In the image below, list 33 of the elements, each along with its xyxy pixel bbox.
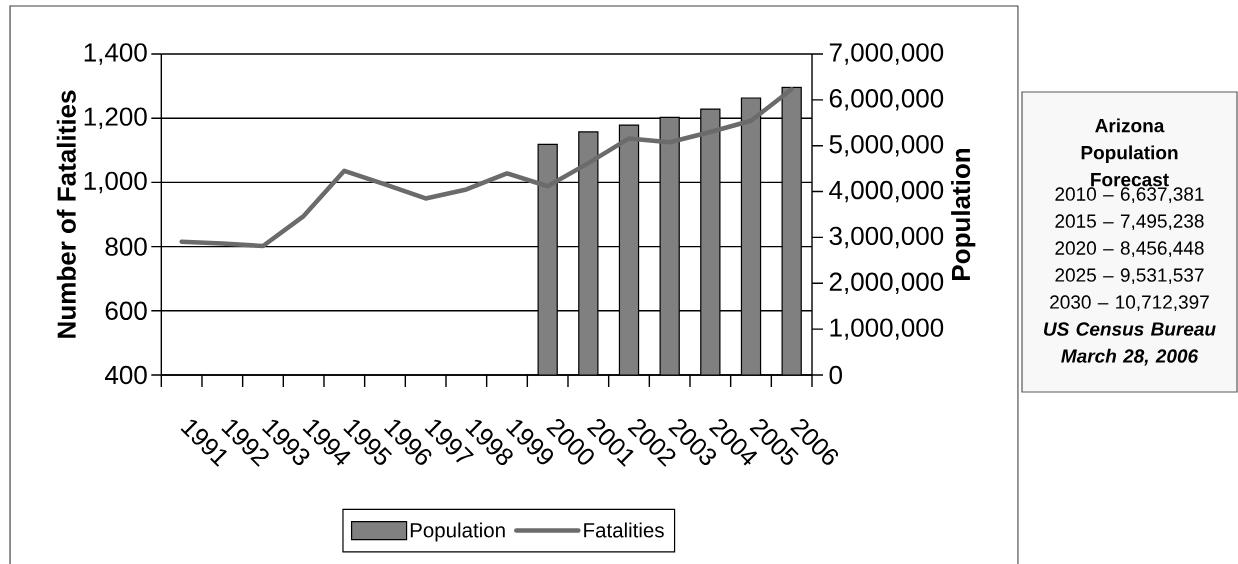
y-tick-label: 800 <box>105 237 147 256</box>
y-tick-label: 1,000 <box>84 171 147 194</box>
y2-tick-label: 3,000,000 <box>829 226 944 249</box>
bar <box>578 131 599 375</box>
legend-label: Population <box>410 522 505 542</box>
text: US Census Bureau March 28, 2006 <box>1044 322 1216 366</box>
legend-label: Fatalities <box>584 522 664 538</box>
bar <box>537 143 558 375</box>
text: 2010 – 6,637,381 <box>1055 187 1204 204</box>
text: 2025 – 9,531,537 <box>1055 268 1204 285</box>
y2-tick-label: 5,000,000 <box>829 134 944 157</box>
text: Arizona Population Forecast <box>1081 118 1178 187</box>
y2-axis-title: Population <box>951 148 976 280</box>
text: 2030 – 10,712,397 <box>1050 295 1209 312</box>
y-axis-title: Number of Fatalities <box>56 90 76 338</box>
bar <box>618 124 640 375</box>
y-tick-label: 600 <box>105 301 147 320</box>
bar <box>659 116 680 375</box>
y2-tick-label: 7,000,000 <box>829 43 944 65</box>
y2-tick-label: 4,000,000 <box>829 180 944 203</box>
text: 2015 – 7,495,238 <box>1055 214 1204 231</box>
y2-tick-label: 6,000,000 <box>829 89 944 111</box>
bar <box>781 86 802 375</box>
bar <box>740 97 762 375</box>
y-tick-label: 1,200 <box>84 107 147 129</box>
y-tick-label: 400 <box>105 365 147 385</box>
line-series <box>179 87 794 249</box>
y-tick-label: 1,400 <box>84 43 147 65</box>
bar <box>700 108 721 375</box>
text: 2020 – 8,456,448 <box>1055 241 1204 258</box>
y2-tick-label: 1,000,000 <box>830 318 944 340</box>
y2-tick-label: 2,000,000 <box>829 272 944 295</box>
y2-tick-label: 0 <box>829 365 842 385</box>
